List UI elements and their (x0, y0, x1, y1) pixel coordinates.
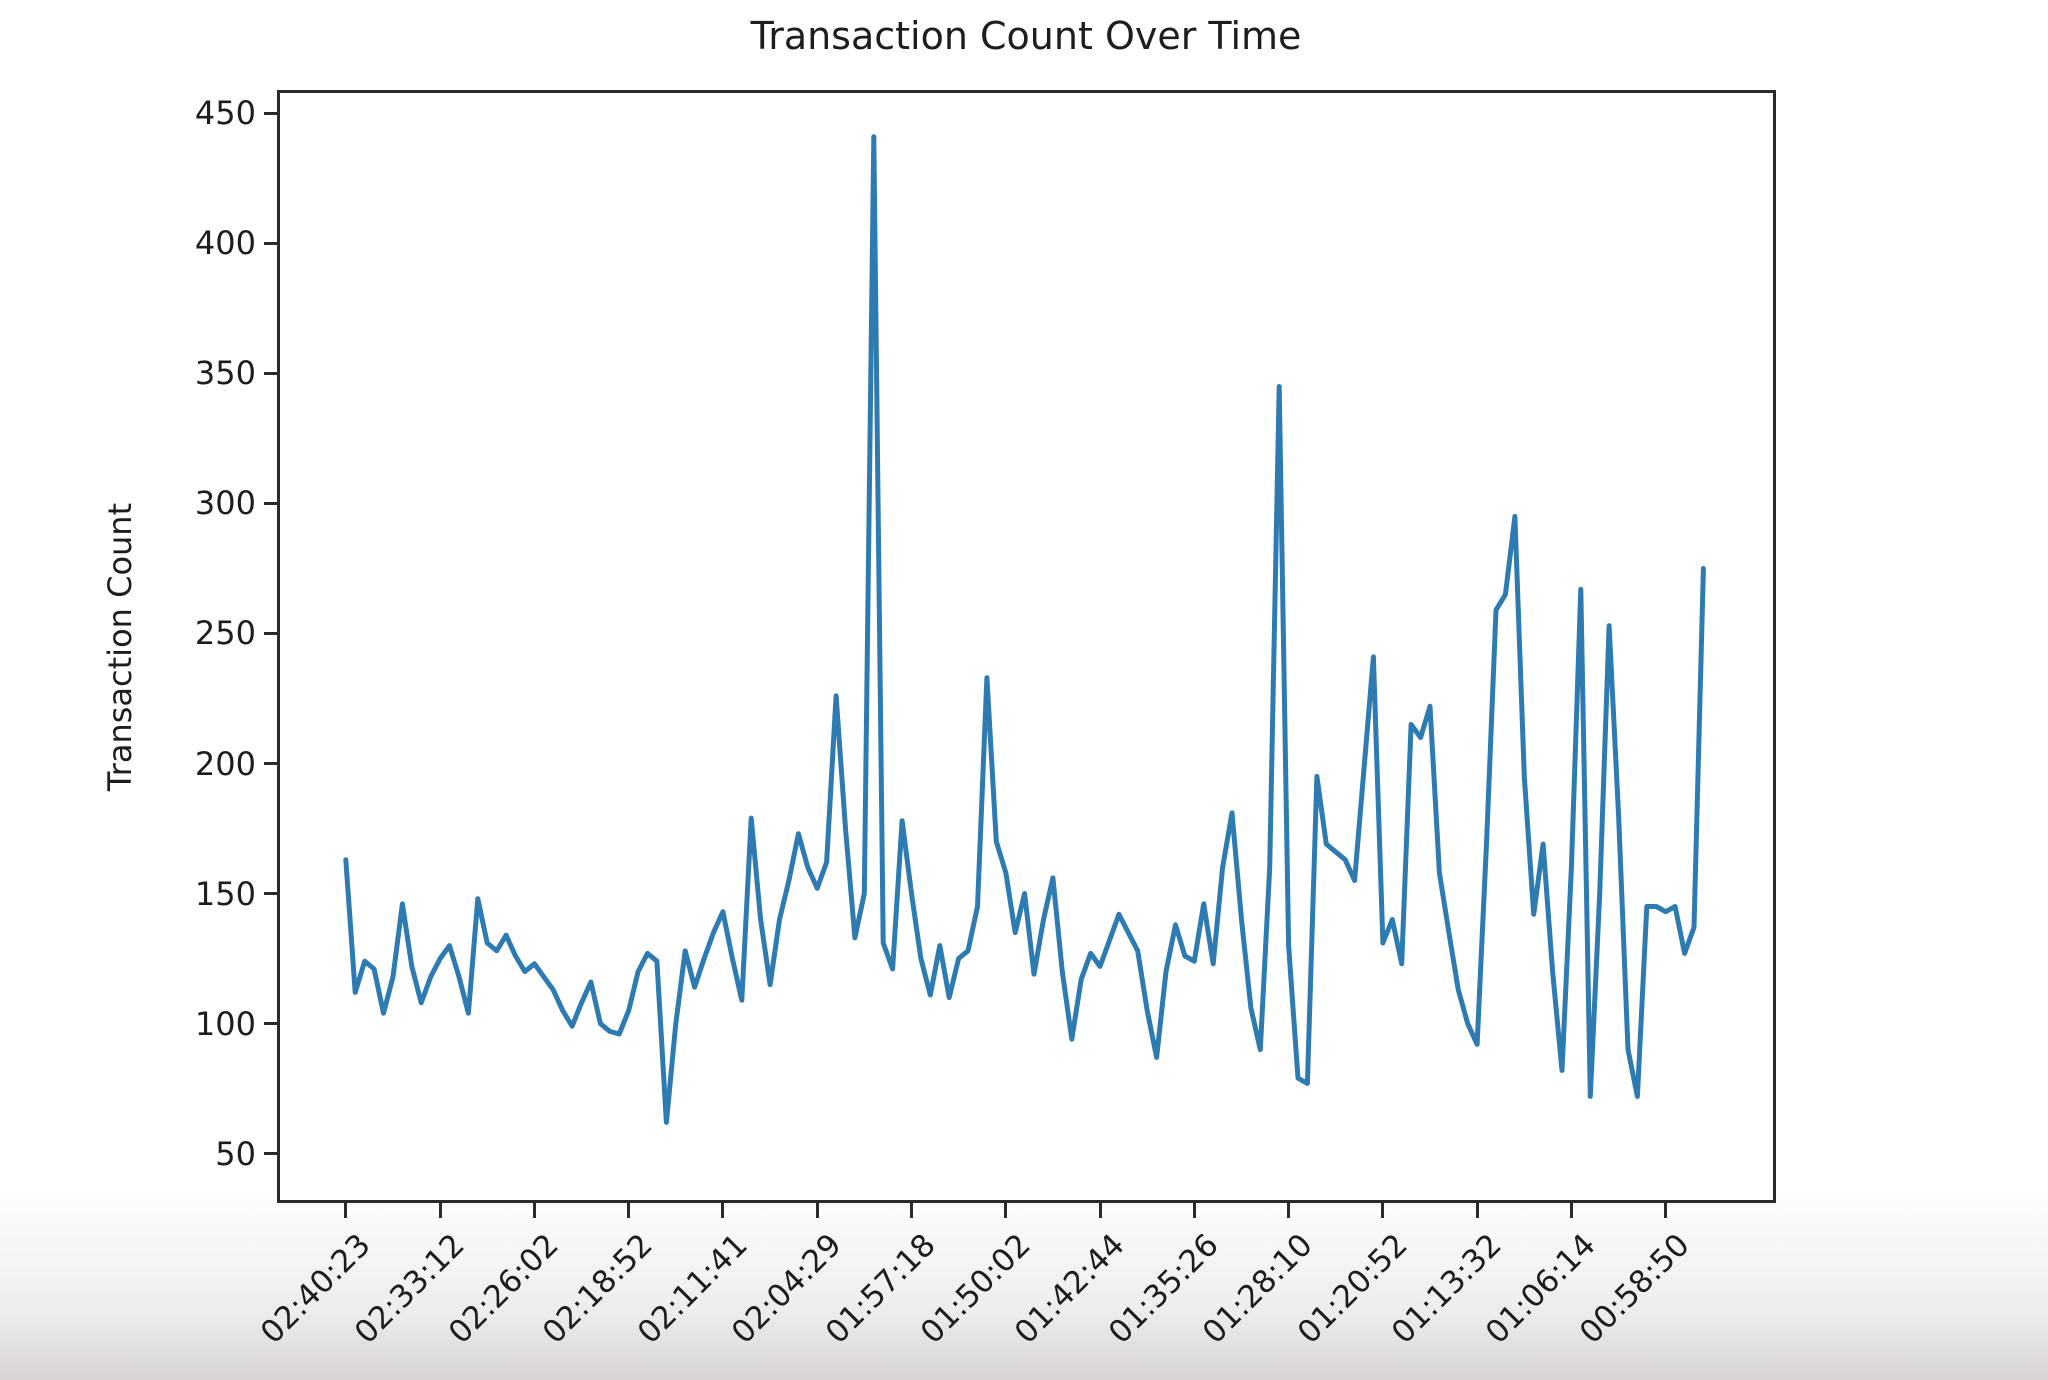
y-tick-label: 450 (194, 94, 256, 133)
x-tick-mark (627, 1203, 631, 1218)
y-tick-mark (264, 762, 277, 766)
x-tick-mark (1475, 1203, 1479, 1218)
y-tick-mark (264, 371, 277, 375)
y-tick-label: 400 (194, 224, 256, 263)
y-tick-label: 350 (194, 354, 256, 393)
y-tick-label: 200 (194, 744, 256, 783)
x-tick-mark (815, 1203, 819, 1218)
x-tick-mark (1004, 1203, 1008, 1218)
x-tick-mark (1381, 1203, 1385, 1218)
y-tick-mark (264, 631, 277, 635)
x-tick-mark (721, 1203, 725, 1218)
y-tick-label: 50 (215, 1134, 256, 1173)
x-tick-mark (438, 1203, 442, 1218)
x-tick-mark (1098, 1203, 1102, 1218)
y-tick-mark (264, 501, 277, 505)
x-tick-mark (1287, 1203, 1291, 1218)
y-tick-mark (264, 1022, 277, 1026)
y-tick-label: 300 (194, 484, 256, 523)
y-tick-mark (264, 241, 277, 245)
x-tick-mark (1664, 1203, 1668, 1218)
x-tick-mark (1569, 1203, 1573, 1218)
transaction-count-line (343, 134, 1706, 1125)
x-tick-mark (344, 1203, 348, 1218)
x-tick-mark (532, 1203, 536, 1218)
y-tick-label: 100 (194, 1004, 256, 1043)
plot-area (277, 90, 1776, 1203)
x-tick-mark (909, 1203, 913, 1218)
y-tick-label: 150 (194, 874, 256, 913)
chart-title-text: Transaction Count Over Time (750, 14, 1302, 58)
y-tick-mark (264, 111, 277, 115)
x-tick-mark (1192, 1203, 1196, 1218)
line-series-svg (343, 134, 1706, 1125)
y-tick-label: 250 (194, 614, 256, 653)
y-axis-label-text: Transaction Count (101, 502, 140, 792)
y-tick-mark (264, 892, 277, 896)
y-tick-mark (264, 1152, 277, 1156)
